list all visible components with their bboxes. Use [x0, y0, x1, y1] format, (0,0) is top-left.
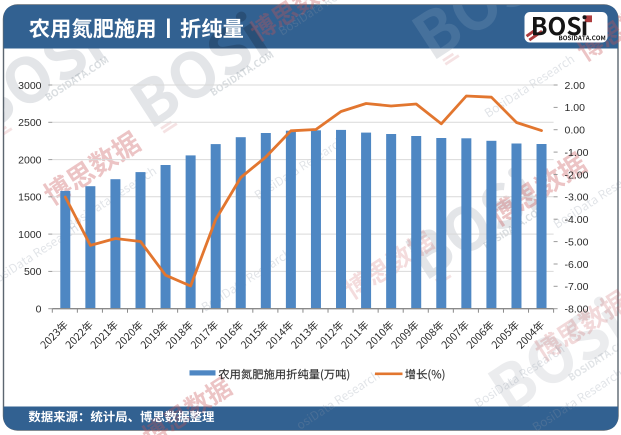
- svg-text:-7.00: -7.00: [565, 281, 589, 293]
- svg-text:-8.00: -8.00: [565, 304, 589, 316]
- svg-text:3000: 3000: [18, 80, 42, 92]
- svg-text:-6.00: -6.00: [565, 259, 589, 271]
- svg-text:-3.00: -3.00: [565, 192, 589, 204]
- svg-text:-4.00: -4.00: [565, 214, 589, 226]
- svg-text:2500: 2500: [18, 117, 42, 129]
- svg-text:1500: 1500: [18, 192, 42, 204]
- svg-text:1000: 1000: [18, 229, 42, 241]
- svg-text:500: 500: [24, 266, 42, 278]
- svg-text:0.00: 0.00: [565, 125, 586, 137]
- svg-text:2.00: 2.00: [565, 80, 586, 92]
- svg-text:0: 0: [36, 304, 42, 316]
- svg-text:-2.00: -2.00: [565, 169, 589, 181]
- svg-text:-5.00: -5.00: [565, 236, 589, 248]
- svg-text:1.00: 1.00: [565, 102, 586, 114]
- svg-text:2000: 2000: [18, 154, 42, 166]
- svg-text:-1.00: -1.00: [565, 147, 589, 159]
